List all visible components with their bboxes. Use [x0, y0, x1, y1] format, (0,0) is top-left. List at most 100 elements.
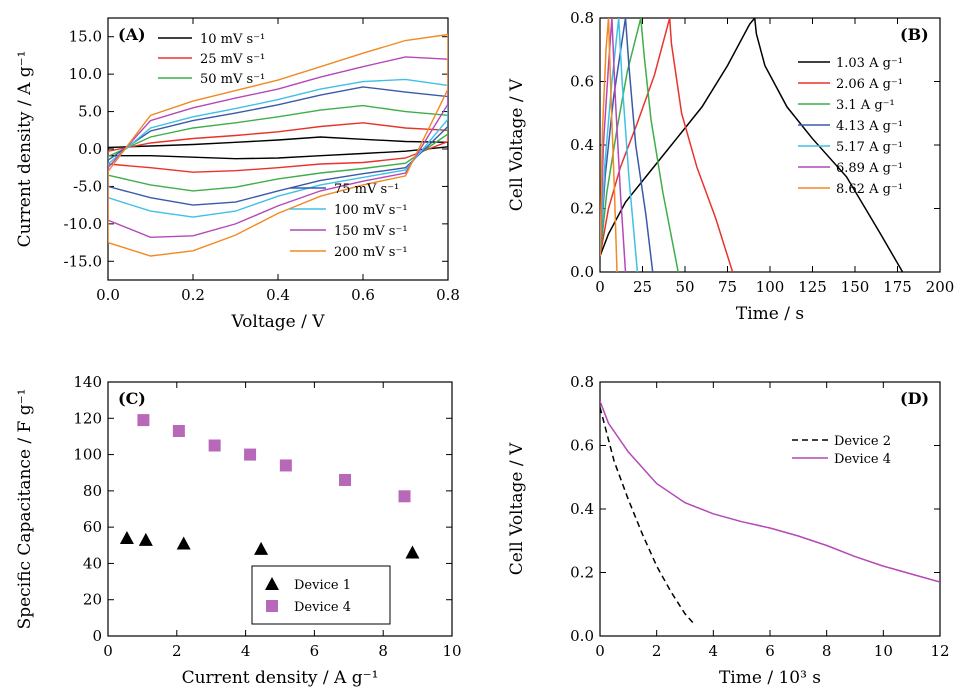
cv-loop-6 — [108, 33, 448, 257]
x-axis-label: Time / 10³ s — [719, 668, 821, 688]
plot-area — [119, 414, 420, 559]
y-tick-label: 0.0 — [570, 627, 594, 645]
x-tick-label: 0.6 — [351, 286, 375, 304]
square-marker — [244, 448, 257, 461]
x-tick-label: 8 — [378, 642, 388, 660]
x-tick-label: 10 — [874, 642, 893, 660]
series-line-1 — [600, 18, 734, 272]
x-tick-label: 25 — [633, 278, 652, 296]
x-tick-label: 0 — [595, 642, 605, 660]
legend: Device 2 Device 4 — [792, 434, 891, 467]
x-tick-label: 2 — [652, 642, 662, 660]
legend-label: 6.89 A g⁻¹ — [836, 161, 903, 176]
y-tick-label: 0.2 — [570, 200, 594, 218]
x-tick-label: 0.4 — [266, 286, 290, 304]
x-tick-label: 50 — [675, 278, 694, 296]
legend-label: 50 mV s⁻¹ — [200, 72, 265, 87]
series-line-0 — [600, 407, 695, 624]
x-tick-label: 150 — [841, 278, 870, 296]
legend-upper: 10 mV s⁻¹ 25 mV s⁻¹ 50 mV s⁻¹ — [158, 32, 265, 87]
y-tick-label: -15.0 — [64, 252, 102, 270]
panel-a: 0.0 0.2 0.4 0.6 0.8 -15.0 -10.0 -5.0 0.0 5.0 10.0 1… — [15, 17, 460, 332]
legend-label: 10 mV s⁻¹ — [200, 32, 265, 47]
x-tick-label: 0.8 — [436, 286, 460, 304]
y-tick-label: 0.6 — [570, 73, 594, 91]
legend-label: 3.1 A g⁻¹ — [836, 98, 895, 113]
y-tick-label: 10.0 — [69, 65, 102, 83]
plot-frame — [599, 381, 941, 637]
cv-loop-2 — [108, 104, 448, 192]
legend-label: 75 mV s⁻¹ — [334, 182, 399, 197]
legend-label: Device 2 — [834, 434, 891, 449]
y-tick-label: 100 — [73, 446, 102, 464]
legend-label: Device 4 — [834, 452, 891, 467]
series-line-6 — [600, 18, 618, 272]
y-axis-label: Specific Capacitance / F g⁻¹ — [15, 389, 35, 630]
square-marker — [172, 424, 185, 437]
y-tick-label: 80 — [83, 482, 102, 500]
legend-label: 4.13 A g⁻¹ — [836, 119, 903, 134]
x-tick-label: 125 — [798, 278, 827, 296]
y-tick-label: 140 — [73, 373, 102, 391]
x-tick-label: 200 — [926, 278, 955, 296]
plot-area — [108, 33, 448, 257]
y-tick-label: 5.0 — [78, 103, 102, 121]
series-line-2 — [600, 18, 679, 272]
plot-area — [600, 400, 940, 624]
cv-loop-4 — [108, 78, 448, 218]
x-tick-label: 0 — [103, 642, 113, 660]
cv-loop-0 — [108, 136, 448, 160]
triangle-marker — [176, 536, 191, 550]
legend-label: Device 1 — [294, 578, 351, 593]
y-tick-label: 40 — [83, 554, 102, 572]
legend: 1.03 A g⁻¹ 2.06 A g⁻¹ 3.1 A g⁻¹ 4.13 A g⁻¹ 5… — [798, 56, 903, 197]
legend-label: 25 mV s⁻¹ — [200, 52, 265, 67]
cv-loop-3 — [108, 86, 448, 206]
y-tick-label: 0.0 — [78, 140, 102, 158]
series-line-5 — [600, 18, 627, 272]
x-tick-label: 4 — [241, 642, 251, 660]
legend-label: 5.17 A g⁻¹ — [836, 140, 903, 155]
legend-label: 150 mV s⁻¹ — [334, 224, 408, 239]
x-tick-label: 10 — [442, 642, 461, 660]
y-axis-label: Cell Voltage / V — [507, 442, 527, 575]
series-line-1 — [600, 400, 940, 583]
x-tick-label: 6 — [310, 642, 320, 660]
x-tick-label: 75 — [718, 278, 737, 296]
legend-lower: 75 mV s⁻¹ 100 mV s⁻¹ 150 mV s⁻¹ 200 mV s⁻¹ — [290, 182, 408, 260]
cv-loop-1 — [108, 122, 448, 173]
triangle-marker — [405, 545, 420, 559]
x-tick-label: 8 — [822, 642, 832, 660]
y-tick-label: 20 — [83, 591, 102, 609]
x-tick-label: 0.2 — [181, 286, 205, 304]
panel-label: (C) — [118, 389, 146, 408]
panel-label: (D) — [900, 389, 929, 408]
x-tick-label: 0.0 — [96, 286, 120, 304]
x-tick-label: 2 — [172, 642, 182, 660]
x-tick-label: 100 — [756, 278, 785, 296]
legend-label: 8.62 A g⁻¹ — [836, 182, 903, 197]
cv-loop-5 — [108, 56, 448, 239]
y-tick-label: 0.4 — [570, 500, 594, 518]
x-tick-label: 175 — [883, 278, 912, 296]
y-tick-label: 0.0 — [570, 263, 594, 281]
plot-area — [600, 18, 904, 272]
square-marker — [208, 439, 221, 452]
legend-triangle-icon — [265, 577, 279, 590]
x-axis-label: Voltage / V — [230, 312, 325, 332]
y-tick-label: 0.4 — [570, 136, 594, 154]
square-marker — [339, 473, 352, 486]
legend-label: 100 mV s⁻¹ — [334, 203, 408, 218]
x-tick-label: 12 — [930, 642, 949, 660]
y-tick-label: 0.6 — [570, 437, 594, 455]
series-line-3 — [600, 18, 654, 272]
legend-label: 200 mV s⁻¹ — [334, 245, 408, 260]
legend-label: 2.06 A g⁻¹ — [836, 77, 903, 92]
legend-label: 1.03 A g⁻¹ — [836, 56, 903, 71]
triangle-marker — [254, 541, 269, 555]
series-line-0 — [600, 18, 904, 272]
panel-d: 0 2 4 6 8 10 12 0.0 0.2 0.4 0.6 0.8 Time / 10³ s Cell… — [507, 373, 950, 688]
x-tick-label: 0 — [595, 278, 605, 296]
